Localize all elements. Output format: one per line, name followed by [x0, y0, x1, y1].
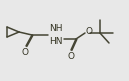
- Text: HN: HN: [49, 37, 62, 46]
- Text: O: O: [22, 48, 29, 57]
- Text: O: O: [86, 28, 93, 37]
- Text: NH: NH: [49, 24, 62, 33]
- Text: O: O: [67, 52, 75, 61]
